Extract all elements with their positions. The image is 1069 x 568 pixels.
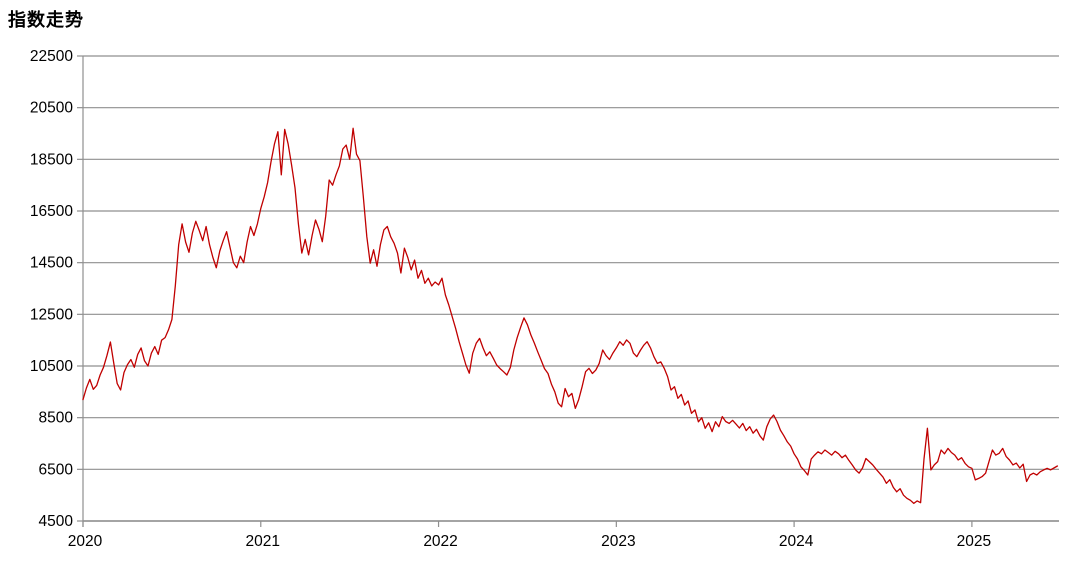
x-axis-tick-label: 2025 bbox=[957, 533, 991, 550]
y-axis-tick-label: 10500 bbox=[30, 358, 73, 375]
x-axis-tick-label: 2020 bbox=[68, 533, 103, 550]
y-axis-tick-label: 4500 bbox=[39, 513, 74, 530]
x-axis-tick-label: 2024 bbox=[779, 533, 814, 550]
y-axis-tick-label: 8500 bbox=[39, 410, 74, 427]
index-line-series bbox=[82, 127, 1059, 505]
y-axis-tick-label: 20500 bbox=[30, 100, 73, 117]
chart-title: 指数走势 bbox=[8, 10, 84, 30]
x-axis-tick-label: 2021 bbox=[246, 533, 280, 550]
y-axis-tick-label: 14500 bbox=[30, 255, 73, 272]
x-axis-tick-label: 2023 bbox=[601, 533, 635, 550]
y-axis-tick-label: 6500 bbox=[39, 461, 74, 478]
y-axis-tick-label: 18500 bbox=[30, 151, 73, 168]
y-axis-tick-label: 16500 bbox=[30, 203, 73, 220]
x-axis-tick-label: 2022 bbox=[423, 533, 457, 550]
y-axis-tick-label: 22500 bbox=[30, 48, 73, 65]
y-axis-tick-label: 12500 bbox=[30, 306, 73, 323]
